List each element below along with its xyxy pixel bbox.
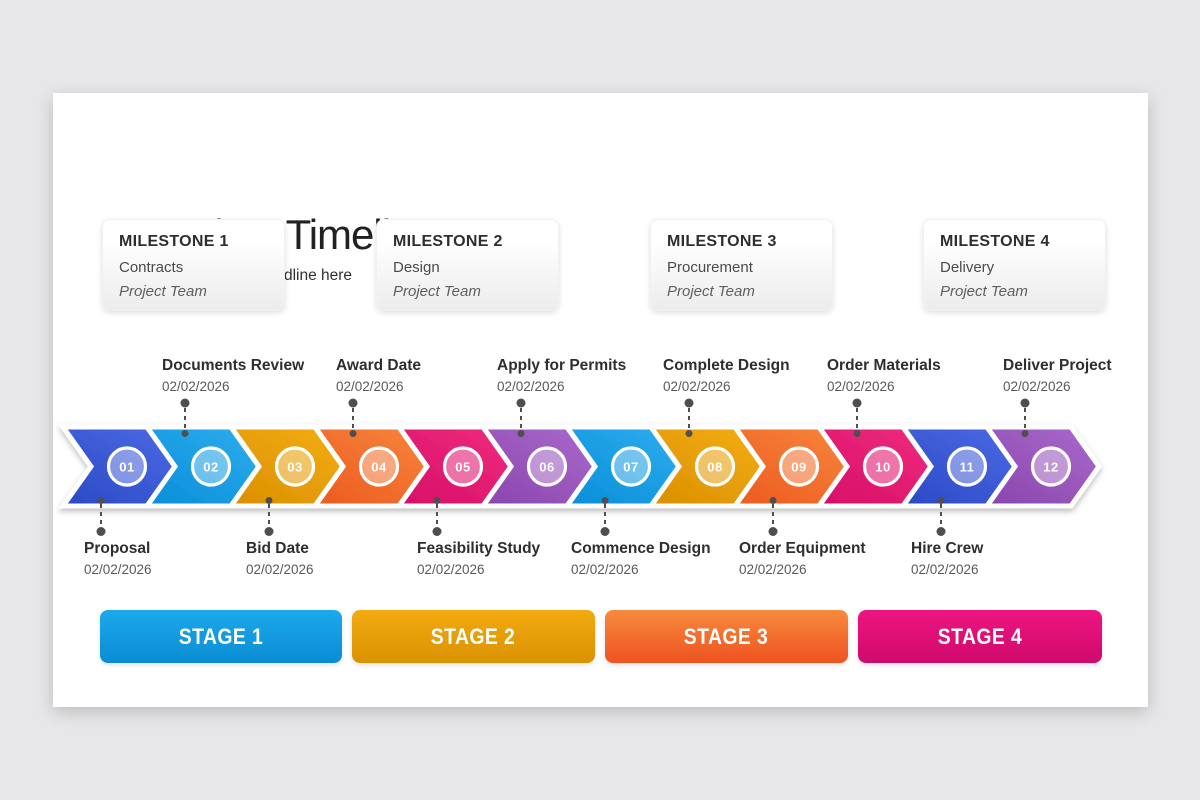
milestone-title: MILESTONE 2	[393, 233, 503, 250]
stage-label: STAGE 2	[431, 623, 516, 649]
step-number-badge	[526, 446, 568, 487]
milestone-card-3[interactable]: MILESTONE 3 Procurement Project Team	[650, 219, 833, 311]
milestone-title: MILESTONE 4	[940, 233, 1050, 250]
stage-bar-4[interactable]: STAGE 4	[858, 610, 1102, 663]
step-number-badge	[778, 446, 820, 487]
connector-dot	[601, 497, 609, 504]
step-number: 02	[203, 460, 218, 475]
connector-dot	[1020, 398, 1030, 408]
connector-dot	[264, 527, 274, 536]
connector-dot	[96, 527, 106, 536]
slide: Project Timeline Enter your sub headline…	[53, 93, 1148, 707]
step-number: 01	[119, 460, 134, 475]
step-number-badge	[946, 446, 988, 487]
milestone-card-4[interactable]: MILESTONE 4 Delivery Project Team	[923, 219, 1106, 311]
milestone-title: MILESTONE 3	[667, 233, 777, 250]
connector-dot	[433, 497, 441, 504]
step-number: 04	[371, 460, 387, 475]
milestone-phase: Design	[393, 259, 440, 276]
connector-dot	[97, 497, 105, 504]
connector-dot	[684, 398, 694, 408]
step-number: 05	[455, 460, 470, 475]
connector-dot	[517, 430, 525, 437]
milestone-phase: Contracts	[119, 259, 184, 276]
stage-label: STAGE 3	[684, 623, 769, 649]
step-number-badge	[1030, 446, 1072, 487]
milestone-team: Project Team	[119, 283, 207, 300]
milestone-card-2[interactable]: MILESTONE 2 Design Project Team	[376, 219, 559, 311]
milestone-team: Project Team	[393, 283, 481, 300]
milestone-phase: Procurement	[667, 259, 753, 276]
stage-bar-3[interactable]: STAGE 3	[605, 610, 848, 663]
step-number-badge	[862, 446, 904, 487]
chevron-strip	[58, 424, 1103, 509]
step-number: 12	[1043, 460, 1058, 475]
connector-dot	[180, 398, 190, 408]
step-number-badge	[442, 446, 484, 487]
connector-dot	[768, 527, 778, 536]
step-number: 10	[875, 460, 890, 475]
connector-dot	[600, 527, 610, 536]
stage-bar-1[interactable]: STAGE 1	[100, 610, 342, 663]
step-number: 07	[623, 460, 638, 475]
step-number: 11	[960, 460, 975, 475]
step-number-badge	[694, 446, 736, 487]
connector-dot	[516, 398, 526, 408]
step-number-badge	[190, 446, 232, 487]
connector-dot	[936, 527, 946, 536]
connector-dot	[348, 398, 358, 408]
stage-label: STAGE 1	[178, 623, 264, 649]
step-number-badge	[106, 446, 148, 487]
milestone-title: MILESTONE 1	[119, 233, 229, 250]
step-number-badge	[358, 446, 400, 487]
connector-dot	[349, 430, 357, 437]
milestone-team: Project Team	[940, 283, 1028, 300]
step-number-badge	[274, 446, 316, 487]
connector-dot	[853, 430, 861, 437]
step-number: 09	[791, 460, 806, 475]
milestone-team: Project Team	[667, 283, 755, 300]
timeline-step-12[interactable]	[982, 424, 1103, 509]
connector-dot	[265, 497, 273, 504]
connector-dot	[852, 398, 862, 408]
connector-dot	[769, 497, 777, 504]
connector-dot	[937, 497, 945, 504]
connector-dot	[181, 430, 189, 437]
step-number: 06	[539, 460, 554, 475]
stage-bar-2[interactable]: STAGE 2	[352, 610, 595, 663]
step-number: 03	[287, 460, 302, 475]
connector-dot	[685, 430, 693, 437]
connector-dot	[432, 527, 442, 536]
step-number-badge	[610, 446, 652, 487]
milestone-card-1[interactable]: MILESTONE 1 Contracts Project Team	[102, 219, 285, 311]
step-number: 08	[707, 460, 722, 475]
milestone-phase: Delivery	[940, 259, 995, 276]
stage-label: STAGE 4	[937, 623, 1023, 649]
connector-dot	[1021, 430, 1029, 437]
